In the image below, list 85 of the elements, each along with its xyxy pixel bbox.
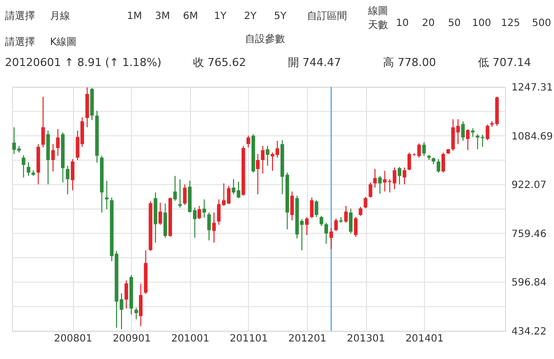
text: 500 [532, 18, 552, 29]
text: 線圖 [367, 6, 388, 17]
candlestick [324, 222, 328, 244]
text: 1Y [214, 11, 228, 22]
candlestick [138, 283, 143, 327]
text: 5Y [274, 11, 288, 22]
candlestick [197, 205, 202, 220]
text: 20 [422, 18, 435, 29]
x-tick-label: 201101 [230, 334, 268, 344]
y-tick-label: 1084.69 [512, 131, 553, 142]
candlestick [441, 152, 446, 174]
text: 6M [183, 11, 198, 22]
text: 高 778.00 [383, 56, 436, 69]
candlestick [124, 280, 128, 310]
candlestick [183, 184, 187, 206]
candlestick [422, 142, 426, 156]
candlestick [178, 178, 182, 208]
x-tick-label: 200801 [54, 334, 92, 344]
candlestick [402, 167, 406, 185]
candlestick [26, 162, 30, 176]
x-tick-label: 201201 [288, 334, 326, 344]
candlestick [22, 154, 26, 178]
candlestick [266, 145, 270, 166]
candlestick [290, 191, 294, 221]
candlestick [368, 182, 372, 198]
text: 10 [396, 18, 409, 29]
candlestick [486, 124, 490, 141]
text: 月線 [50, 11, 70, 22]
candlestick [398, 166, 402, 185]
candlestick [348, 208, 353, 234]
text: 50 [448, 18, 461, 29]
text: 20120601 ↑ 8.91 (↑ 1.18%) [5, 56, 162, 69]
candlestick [246, 135, 250, 148]
text: 2Y [244, 11, 258, 22]
candlestick [310, 197, 314, 219]
y-tick-label: 1247.31 [512, 82, 553, 94]
x-tick-label: 201001 [171, 334, 210, 344]
x-tick-label: 201401 [405, 334, 444, 344]
candlestick [314, 200, 318, 218]
text: 天數 [368, 19, 388, 31]
candlestick [320, 215, 324, 227]
candlestick [329, 227, 334, 250]
text: K線圖 [50, 37, 77, 48]
candlestick [466, 128, 470, 151]
candlestick [212, 212, 216, 244]
candlestick [163, 203, 168, 238]
text: 3M [155, 11, 170, 22]
candlestick [256, 154, 260, 195]
text: 收 765.62 [193, 56, 246, 69]
candlestick [373, 168, 377, 188]
y-tick-label: 922.07 [512, 180, 546, 192]
candlestick [334, 218, 338, 232]
candlestick [354, 216, 358, 238]
y-tick-label: 596.84 [512, 278, 546, 289]
candlestick [70, 158, 74, 191]
candlestick [104, 180, 109, 210]
text: 低 707.14 [478, 56, 531, 69]
x-tick-label: 200901 [112, 334, 151, 344]
candlestick [158, 202, 162, 226]
text: 請選擇 [5, 36, 35, 48]
text: 自訂區間 [307, 10, 347, 22]
text: 125 [501, 18, 520, 29]
candlestick [436, 158, 440, 174]
text: 自設參數 [245, 33, 285, 45]
candlestick [358, 206, 362, 216]
text: 100 [472, 18, 492, 29]
text: 開 744.47 [288, 56, 341, 69]
candlestick [364, 196, 368, 209]
candlestick [56, 128, 60, 156]
candlestick [378, 175, 382, 194]
candlestick [461, 120, 465, 142]
x-tick-label: 201301 [346, 334, 386, 344]
candlestick [66, 165, 70, 195]
candlestick [344, 205, 348, 224]
text: 請選擇 [5, 10, 35, 22]
candlestick [202, 198, 206, 218]
candlestick [207, 212, 211, 241]
candlestick [51, 144, 55, 172]
candlestick [173, 175, 177, 202]
y-tick-label: 759.46 [512, 228, 546, 240]
y-tick-label: 434.22 [512, 326, 546, 338]
text: 1M [127, 11, 142, 22]
candlestick [305, 216, 309, 236]
candlestick [41, 96, 45, 148]
candlestick [260, 145, 265, 174]
